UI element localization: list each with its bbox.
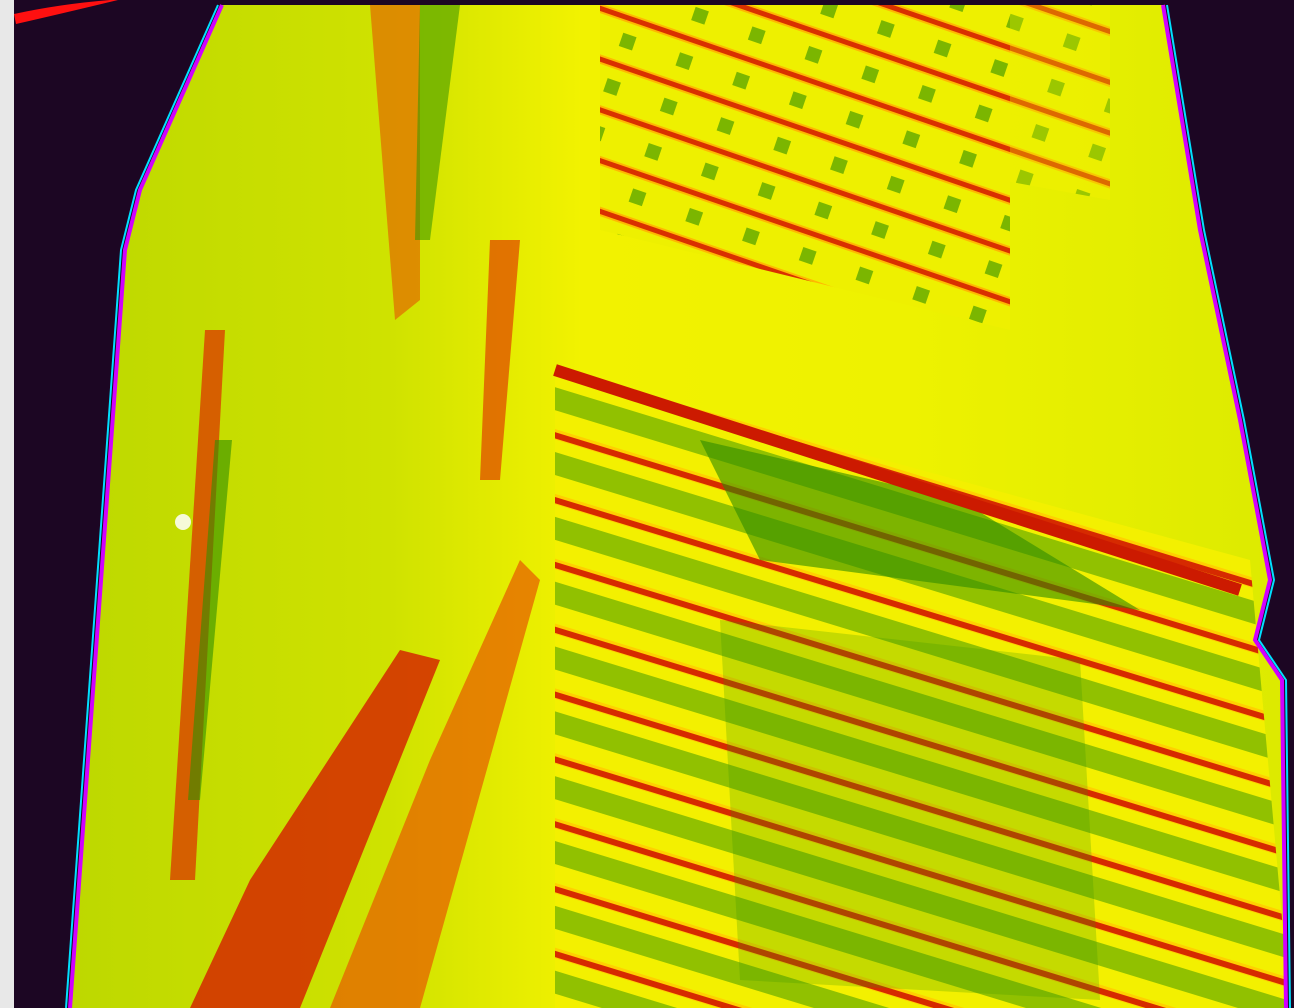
upper-right-stripes xyxy=(1000,0,1110,200)
page: Thermal image {} html, body { margin: 0;… xyxy=(0,0,1294,1008)
thermal-image xyxy=(0,0,1294,1008)
building xyxy=(0,0,1294,1008)
green-zone xyxy=(720,620,1100,1000)
hot-spot xyxy=(175,514,191,530)
left-border xyxy=(0,0,14,1008)
page-body xyxy=(0,0,1294,1008)
